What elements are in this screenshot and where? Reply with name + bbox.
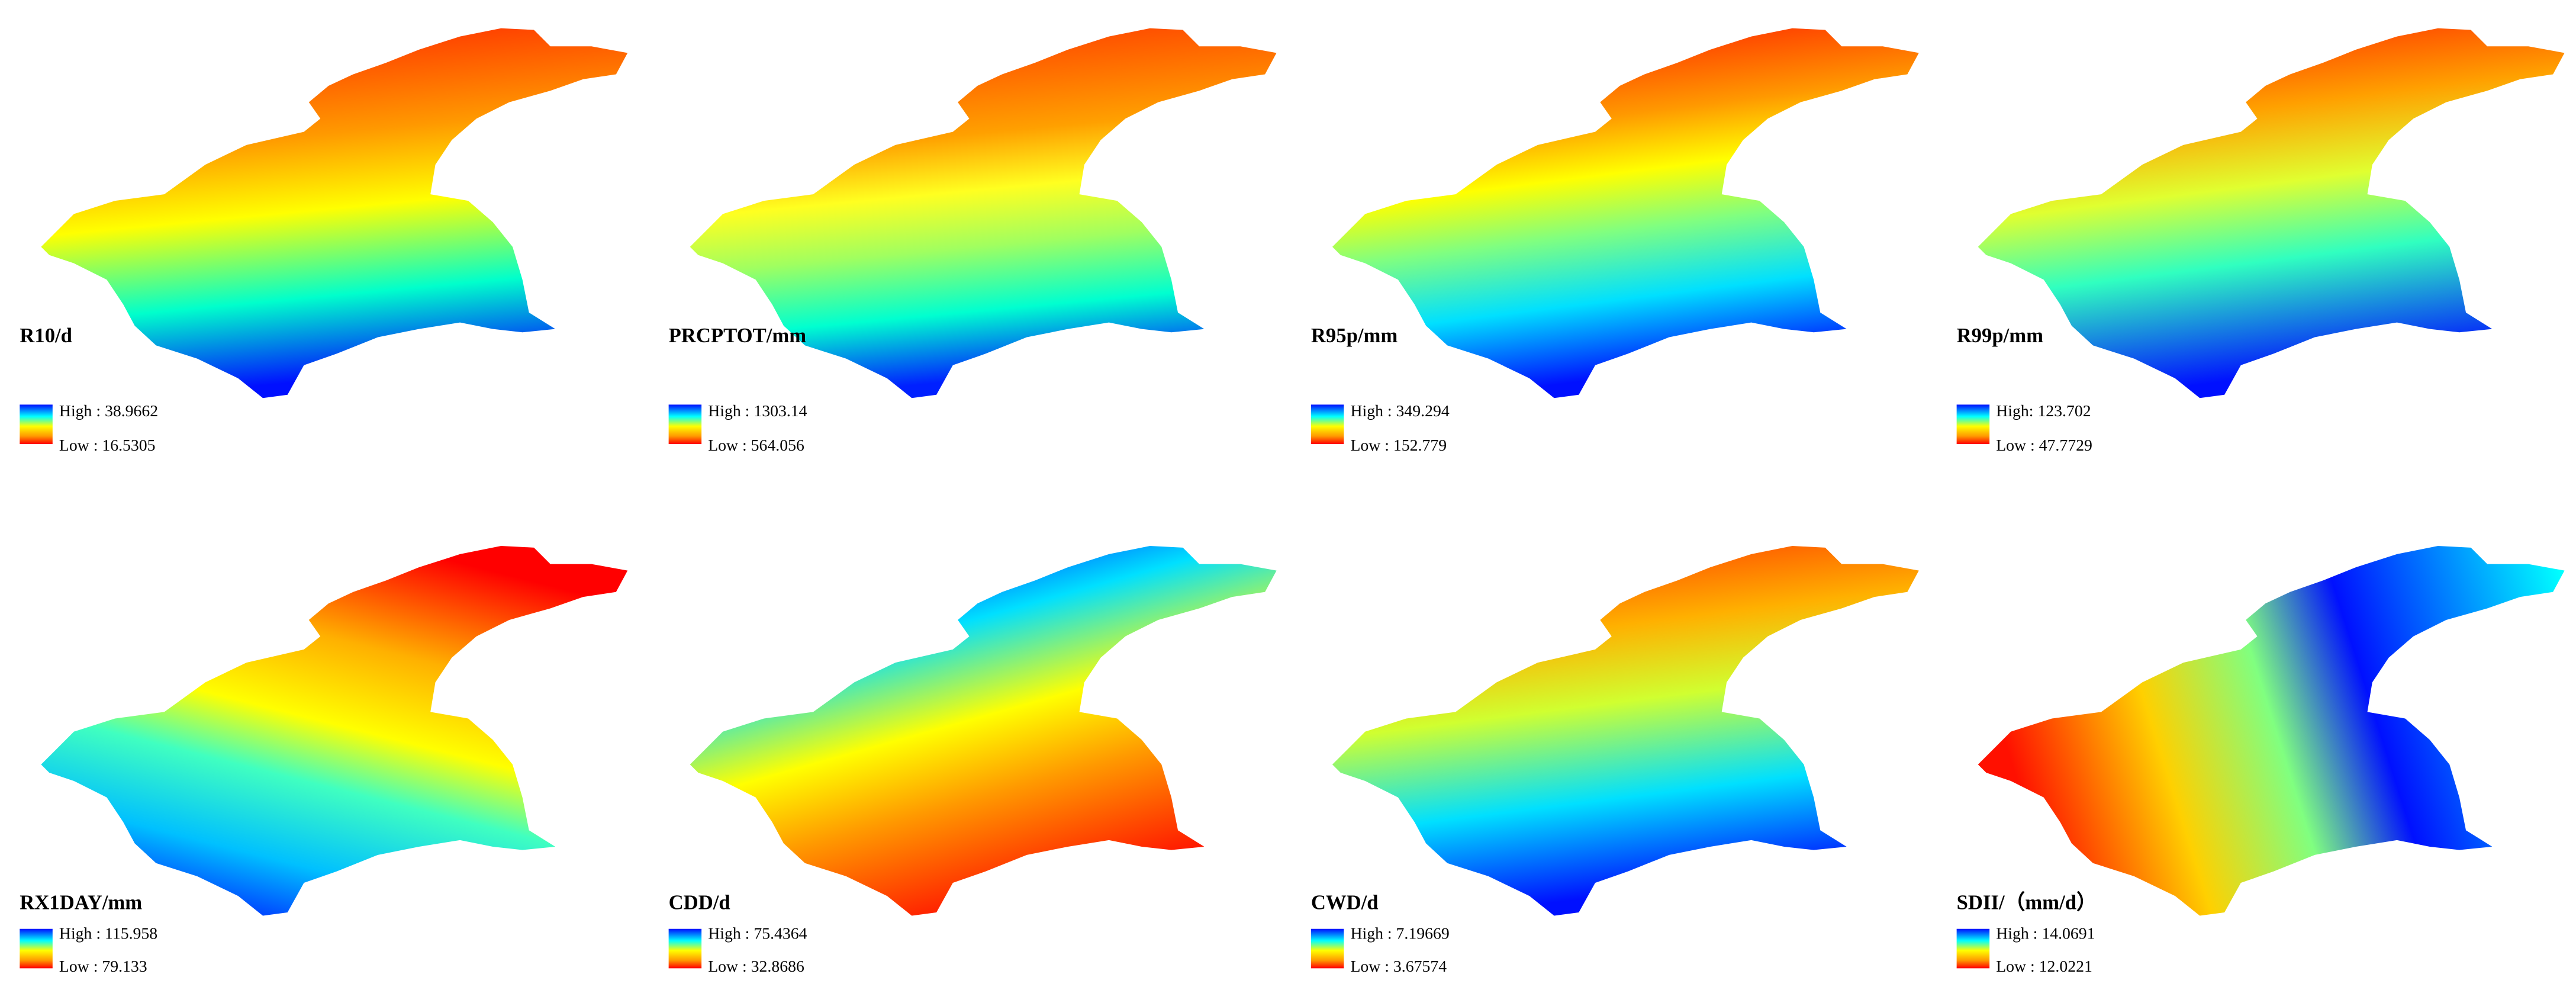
legend-low: Low : 3.67574 <box>1350 957 1447 976</box>
legend-high: High : 14.0691 <box>1996 924 2095 943</box>
map-region <box>1978 546 2565 916</box>
legend-low: Low : 32.8686 <box>708 957 804 976</box>
map-panel: CDD/d High : 75.4364 Low : 32.8686 <box>668 546 1277 976</box>
legend-bar <box>20 404 53 444</box>
panel-title: R10/d <box>20 324 72 347</box>
legend-high: High : 7.19669 <box>1350 924 1449 943</box>
map-panel: SDII/（mm/d） High : 14.0691 Low : 12.0221 <box>1956 546 2565 976</box>
panel-title: PRCPTOT/mm <box>669 324 807 347</box>
panel-title: CWD/d <box>1311 891 1379 914</box>
legend-bar <box>20 928 53 969</box>
legend-low: Low : 152.779 <box>1350 436 1447 455</box>
legend-high: High: 123.702 <box>1996 402 2091 420</box>
map-region <box>1332 28 1919 398</box>
legend-bar <box>1310 928 1344 969</box>
legend-low: Low : 79.133 <box>59 957 147 976</box>
legend-low: Low : 47.7729 <box>1996 436 2092 455</box>
legend-high: High : 1303.14 <box>708 402 807 420</box>
legend-bar <box>1956 404 1990 444</box>
panel-title: SDII/（mm/d） <box>1957 891 2097 914</box>
panel-title: R99p/mm <box>1957 324 2044 347</box>
map-panel: R99p/mm High: 123.702 Low : 47.7729 <box>1956 28 2565 455</box>
map-panel: PRCPTOT/mm High : 1303.14 Low : 564.056 <box>668 28 1277 455</box>
map-region <box>41 28 628 398</box>
panel-title: RX1DAY/mm <box>20 891 142 914</box>
map-region <box>1978 28 2565 398</box>
map-region <box>41 546 628 916</box>
map-panel: RX1DAY/mm High : 115.958 Low : 79.133 <box>20 546 628 976</box>
legend-bar <box>668 404 702 444</box>
legend-bar <box>668 928 702 969</box>
legend-high: High : 75.4364 <box>708 924 807 943</box>
legend-high: High : 349.294 <box>1350 402 1449 420</box>
panel-title: R95p/mm <box>1311 324 1398 347</box>
legend-low: Low : 564.056 <box>708 436 804 455</box>
legend-high: High : 115.958 <box>59 924 157 943</box>
map-panel: R10/d High : 38.9662 Low : 16.5305 <box>20 28 628 455</box>
map-region <box>1332 546 1919 916</box>
legend-bar <box>1310 404 1344 444</box>
legend-low: Low : 12.0221 <box>1996 957 2092 976</box>
panel-title: CDD/d <box>669 891 730 914</box>
map-panel: CWD/d High : 7.19669 Low : 3.67574 <box>1310 546 1919 976</box>
map-region <box>690 546 1277 916</box>
legend-high: High : 38.9662 <box>59 402 158 420</box>
legend-low: Low : 16.5305 <box>59 436 156 455</box>
map-panel: R95p/mm High : 349.294 Low : 152.779 <box>1310 28 1919 455</box>
legend-bar <box>1956 928 1990 969</box>
